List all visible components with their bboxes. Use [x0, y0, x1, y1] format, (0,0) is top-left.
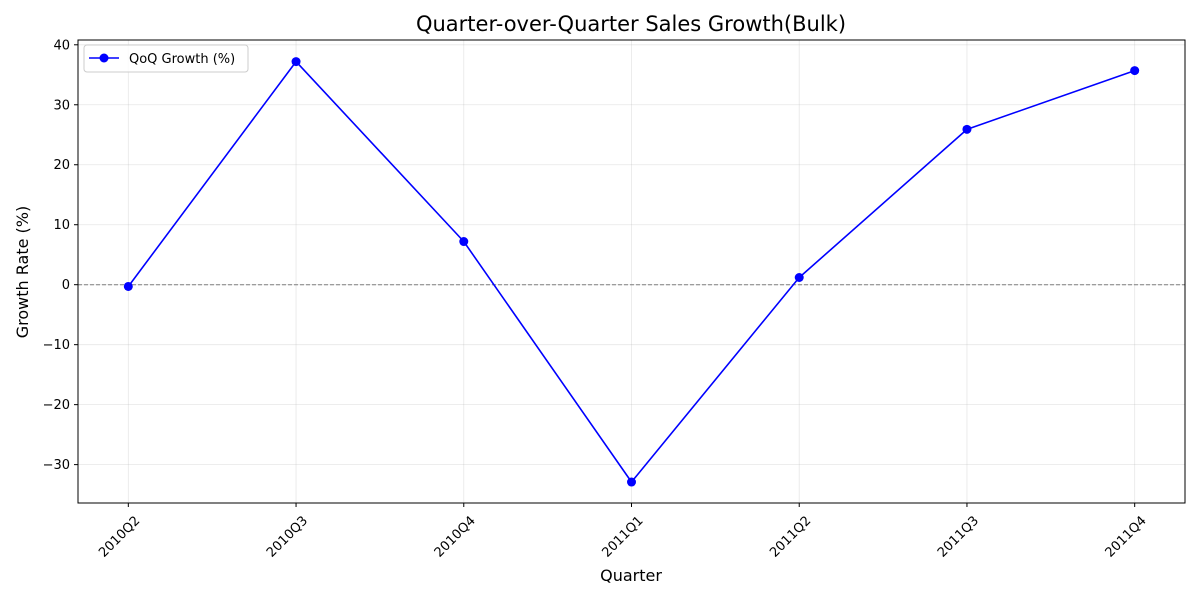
y-tick-label: 40 [53, 38, 70, 53]
y-tick-label: −10 [43, 338, 70, 353]
chart-title: Quarter-over-Quarter Sales Growth(Bulk) [416, 12, 846, 36]
y-tick-label: 10 [53, 218, 70, 233]
y-axis-ticks: −30 −20 −10 0 10 20 30 40 [43, 38, 78, 473]
y-axis-title: Growth Rate (%) [13, 206, 32, 338]
series-layer [123, 57, 1140, 487]
y-tick-label: 20 [53, 158, 70, 173]
data-point [794, 272, 804, 282]
data-point [627, 477, 636, 487]
data-point [1130, 66, 1140, 76]
x-axis-title: Quarter [600, 566, 662, 585]
data-point [962, 124, 972, 134]
legend-label: QoQ Growth (%) [129, 52, 235, 67]
data-point [459, 237, 469, 247]
grid-layer [78, 40, 1185, 503]
data-point [123, 281, 133, 291]
legend-box [83, 44, 249, 73]
y-tick-label: −20 [43, 398, 70, 413]
data-point [291, 57, 301, 67]
legend-marker-swatch [99, 53, 109, 63]
legend: QoQ Growth (%) [83, 44, 249, 73]
y-tick-label: 30 [53, 98, 70, 113]
y-tick-label: −30 [43, 458, 70, 473]
y-tick-label: 0 [62, 278, 70, 293]
